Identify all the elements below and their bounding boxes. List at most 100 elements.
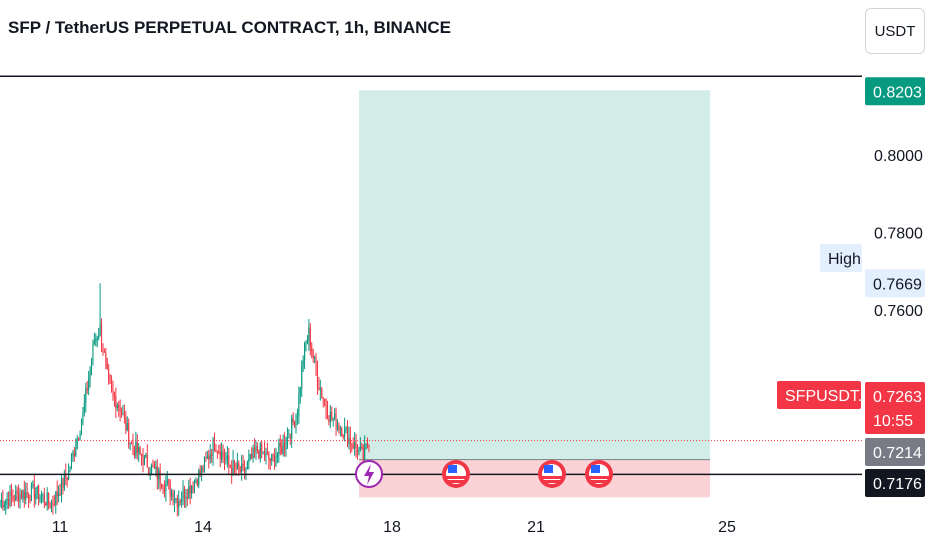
candle-body	[356, 447, 359, 455]
candle-body	[255, 446, 257, 452]
candle-body	[225, 459, 227, 461]
candle-body	[22, 490, 24, 499]
candle-body	[298, 394, 300, 417]
candle-body	[338, 425, 340, 430]
lightning-event-icon[interactable]	[355, 460, 383, 488]
candle-body	[13, 498, 15, 501]
candle-body	[185, 497, 187, 500]
candle-body	[25, 492, 27, 500]
candle-body	[286, 437, 288, 448]
candle-body	[359, 446, 361, 450]
candle-body	[19, 494, 21, 503]
candle-body	[68, 471, 70, 480]
y-axis-tick-label: 0.8000	[874, 148, 923, 165]
candle-body	[342, 436, 344, 438]
candle-body	[99, 323, 101, 336]
candle-body	[306, 340, 308, 344]
candle-body	[196, 480, 198, 486]
x-axis-tick-label: 25	[718, 519, 736, 536]
candle-body	[201, 466, 203, 474]
flag-stripe	[446, 476, 466, 479]
flag-canton	[448, 465, 457, 473]
candle-body	[126, 423, 128, 431]
candle-body	[304, 343, 306, 360]
candle-body	[355, 441, 357, 448]
candle-body	[171, 492, 173, 497]
candle-body	[155, 466, 157, 469]
loss-zone[interactable]	[359, 459, 710, 498]
candle-body	[90, 360, 93, 369]
candle-body	[38, 486, 40, 501]
candle-body	[39, 497, 41, 501]
candle-body	[195, 480, 197, 482]
candle-body	[321, 388, 323, 398]
candle-body	[125, 417, 127, 431]
candle-body	[183, 489, 186, 500]
candle-body	[213, 438, 216, 450]
candle-body	[329, 411, 331, 423]
candle-body	[33, 484, 35, 499]
candle-body	[118, 405, 120, 407]
candle-body	[8, 498, 10, 506]
candle-body	[110, 383, 113, 389]
flag-stripe	[542, 480, 562, 483]
candle-body	[223, 456, 226, 461]
candle-body	[368, 445, 370, 448]
candle-body	[79, 434, 81, 440]
candle-body	[30, 484, 33, 501]
candle-body	[16, 490, 18, 493]
candle-body	[332, 418, 334, 420]
candle-body	[83, 402, 85, 412]
currency-button[interactable]: USDT	[865, 8, 925, 54]
stop-price-tag: 0.7176	[873, 476, 922, 493]
candle-body	[202, 466, 204, 472]
us-flag-event-icon[interactable]	[442, 460, 470, 488]
candle-body	[203, 458, 206, 472]
candle-body	[65, 473, 67, 479]
candle-body	[228, 455, 230, 465]
candle-body	[142, 457, 144, 466]
candle-body	[365, 443, 367, 446]
candle-body	[60, 478, 63, 496]
flag-stripe	[589, 480, 609, 483]
candle-body	[86, 388, 88, 391]
candle-body	[318, 387, 320, 391]
candle-body	[316, 370, 319, 388]
y-axis-tick-label: 0.7800	[874, 225, 923, 242]
candle-body	[296, 416, 298, 418]
candle-body	[233, 460, 236, 466]
candle-body	[231, 467, 233, 474]
candle-body	[128, 423, 130, 445]
candle-body	[20, 494, 22, 499]
candle-body	[156, 466, 158, 480]
candle-body	[116, 405, 118, 408]
candle-body	[88, 378, 90, 391]
candle-body	[49, 502, 51, 508]
candle-body	[295, 416, 297, 427]
candle-body	[229, 464, 231, 468]
profit-zone[interactable]	[359, 90, 710, 460]
last-price-tag-bg	[865, 382, 925, 410]
us-flag-event-icon[interactable]	[538, 460, 566, 488]
candle-body	[92, 344, 94, 361]
candle-body	[219, 452, 221, 460]
entry-price-tag: 0.7214	[873, 445, 922, 462]
countdown-tag-bg	[865, 406, 925, 434]
candle-body	[165, 483, 167, 492]
candle-body	[305, 343, 307, 345]
candle-body	[143, 455, 145, 466]
candle-body	[243, 466, 246, 472]
candle-body	[276, 454, 278, 458]
us-flag-event-icon[interactable]	[585, 460, 613, 488]
candle-body	[264, 451, 266, 458]
candle-body	[189, 486, 191, 494]
candle-body	[268, 452, 270, 459]
candle-body	[106, 361, 108, 370]
candle-body	[96, 338, 98, 340]
y-axis-tick-label: 0.7600	[874, 303, 923, 320]
candle-body	[121, 411, 123, 414]
candle-body	[258, 450, 260, 459]
candle-body	[36, 486, 38, 495]
lightning-bolt	[364, 464, 374, 485]
